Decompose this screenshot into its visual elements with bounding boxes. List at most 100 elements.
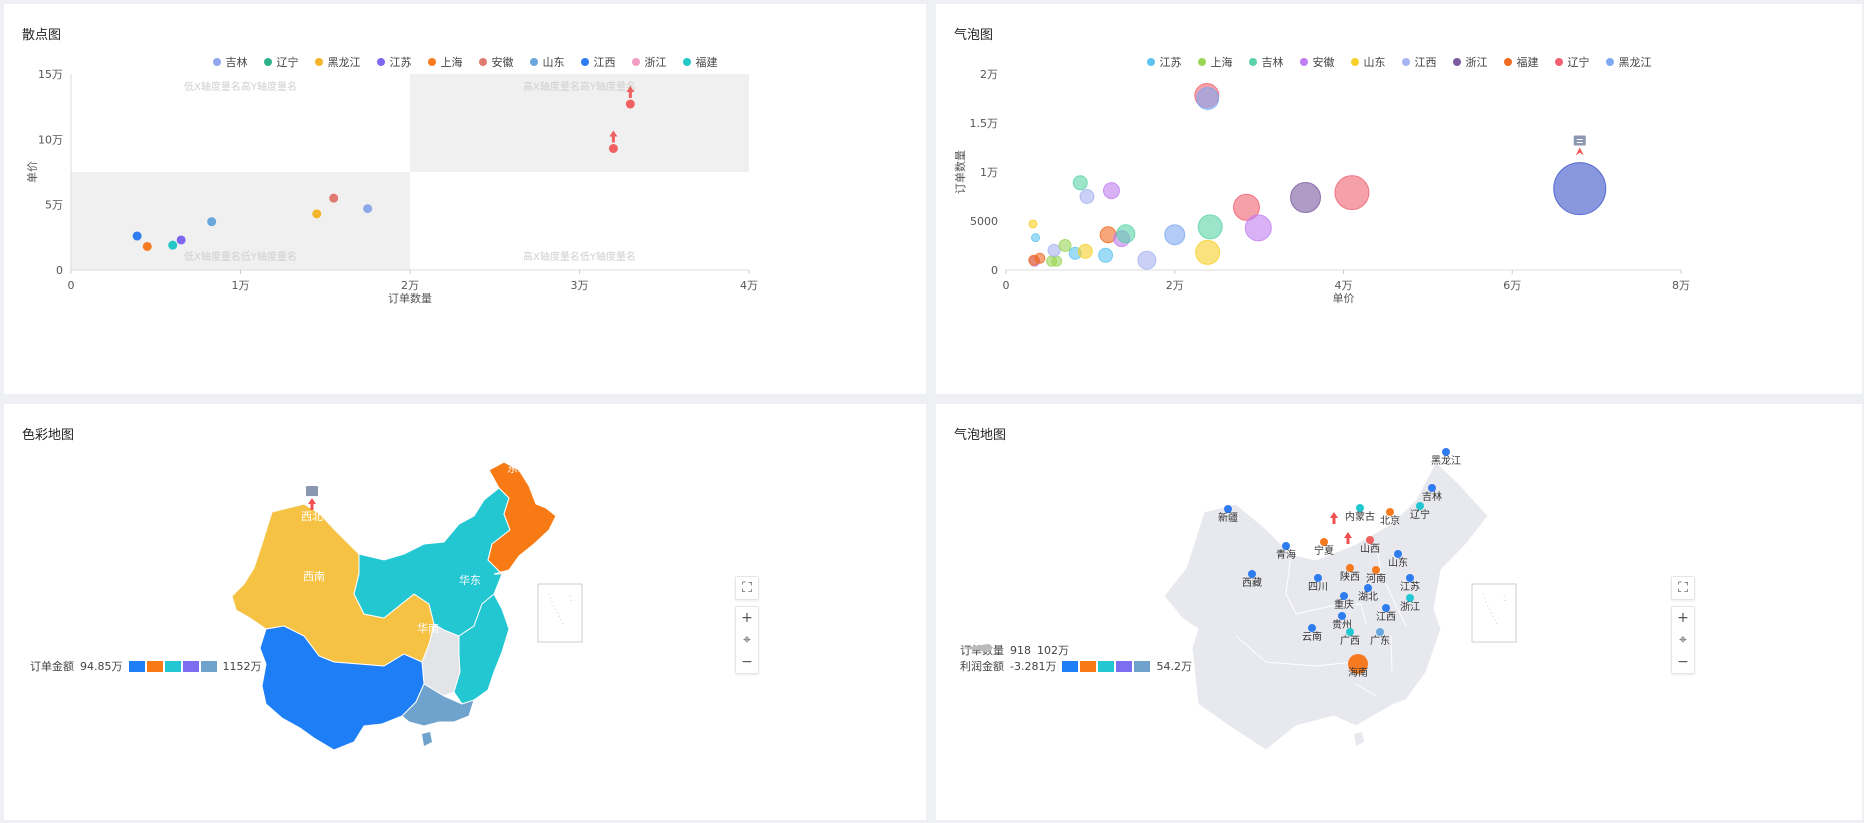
x-axis-label: 单价 [1333,292,1355,305]
region-label: 华东 [459,573,481,587]
zoom-in-button[interactable]: + [736,607,758,629]
legend-swatch[interactable] [1134,660,1151,672]
inset-map-frame [537,583,583,643]
city-bubble [1376,628,1384,636]
legend-item[interactable]: 江西 [580,54,616,70]
y-tick-label: 0 [991,264,998,277]
scatter-point [168,240,178,250]
bubblemap-panel: 气泡地图 黑龙江 吉林 辽宁 内蒙古 北京 新疆 宁夏 山西 青海 山东 陕西 河南 江苏 西藏 四川 湖北重… [936,404,1862,820]
legend-item[interactable]: 江苏 [1146,54,1182,70]
legend-marker [314,58,323,66]
alert-arrow-icon [1330,512,1338,524]
alert-arrow-icon [1344,532,1352,544]
legend-item[interactable]: 浙江 [631,54,667,70]
scatter-point [176,235,186,245]
size-legend: 订单数量 918 102万 [960,642,1069,658]
city-label: 宁夏 [1314,544,1334,557]
legend-item[interactable]: 山东 [1350,54,1386,70]
legend-item[interactable]: 安徽 [1299,54,1335,70]
panel-title: 色彩地图 [22,428,75,443]
legend-swatch[interactable] [146,660,163,672]
alert-flag-icon [1573,135,1586,156]
legend-swatch[interactable] [1062,660,1079,672]
legend-item[interactable]: 上海 [1197,54,1233,70]
scatter-point [608,143,618,153]
city-label: 河南 [1366,572,1386,585]
zoom-in-button[interactable]: + [1672,607,1694,629]
legend-marker [1401,58,1410,66]
fit-view-button[interactable]: ⛶ [1672,577,1694,599]
bubble [1031,233,1041,243]
legend-label: 江西 [1414,56,1437,69]
scatter-point [312,209,322,219]
legend-swatch[interactable] [182,660,199,672]
legend-label: 江苏 [389,56,412,69]
bubble [1137,250,1157,270]
color-legend-max: 54.2万 [1156,660,1192,673]
legend-label: 订单金额 [30,660,74,673]
panel-title: 气泡地图 [954,428,1007,443]
legend-swatches[interactable] [1062,660,1151,672]
city-bubble [1248,570,1256,578]
fit-view-button[interactable]: ⛶ [736,577,758,599]
legend-item[interactable]: 福建 [682,54,718,70]
city-bubble [1282,542,1290,550]
city-bubble [1356,504,1364,512]
legend-swatch[interactable] [200,660,217,672]
legend-label: 吉林 [225,56,248,69]
legend-swatch[interactable] [1080,660,1097,672]
legend-item[interactable]: 安徽 [478,54,514,70]
locate-icon: ⌖ [743,632,751,648]
city-label: 江西 [1376,611,1396,623]
city-label: 海南 [1348,666,1368,679]
legend-label: 上海 [440,56,463,69]
x-tick-label: 2万 [1166,279,1184,292]
legend-swatch[interactable] [1116,660,1133,672]
legend-swatches[interactable] [128,660,217,672]
locate-button[interactable]: ⌖ [1672,629,1694,651]
legend-item[interactable]: 黑龙江 [1605,54,1652,70]
legend-item[interactable]: 辽宁 [263,54,299,70]
bubble [1058,239,1072,252]
city-bubble [1314,574,1322,582]
size-legend-ramp[interactable] [960,642,996,654]
legend-swatch[interactable] [1098,660,1115,672]
zoom-out-button[interactable]: − [736,651,758,673]
zoom-out-button[interactable]: − [1672,651,1694,673]
x-axis-label: 订单数量 [388,292,432,305]
legend-swatch[interactable] [128,660,145,672]
color-legend: 利润金额 -3.281万 54.2万 [960,658,1192,674]
city-label: 湖北 [1358,591,1378,603]
legend-item[interactable]: 江西 [1401,54,1437,70]
legend-item[interactable]: 浙江 [1452,54,1488,70]
inset-islands [548,593,573,627]
quadrant-label: 低X轴度量名高Y轴度量名 [184,80,297,93]
legend-marker [682,58,691,66]
legend-marker [478,58,487,66]
scatter-point [329,193,339,203]
legend-item[interactable]: 吉林 [212,54,248,70]
city-label: 内蒙古 [1345,510,1375,523]
locate-button[interactable]: ⌖ [736,629,758,651]
city-label: 山西 [1360,543,1380,555]
legend-item[interactable]: 上海 [427,54,463,70]
legend-item[interactable]: 吉林 [1248,54,1284,70]
city-label: 青海 [1276,548,1296,561]
legend-label: 辽宁 [1567,56,1590,69]
legend-label: 山东 [542,56,565,69]
legend-label: 浙江 [644,56,667,69]
legend-item[interactable]: 山东 [529,54,565,70]
legend-marker [1554,58,1563,66]
bubble [1098,247,1114,263]
legend-marker [1299,58,1308,66]
map-region [487,461,557,575]
city-label: 黑龙江 [1431,454,1461,467]
legend-marker [1197,58,1206,66]
city-bubble [1340,592,1348,600]
legend-item[interactable]: 福建 [1503,54,1539,70]
legend-item[interactable]: 江苏 [376,54,412,70]
map-toolbar: ⛶ + ⌖ − [1671,576,1695,680]
legend-item[interactable]: 辽宁 [1554,54,1590,70]
legend-item[interactable]: 黑龙江 [314,54,361,70]
legend-swatch[interactable] [164,660,181,672]
